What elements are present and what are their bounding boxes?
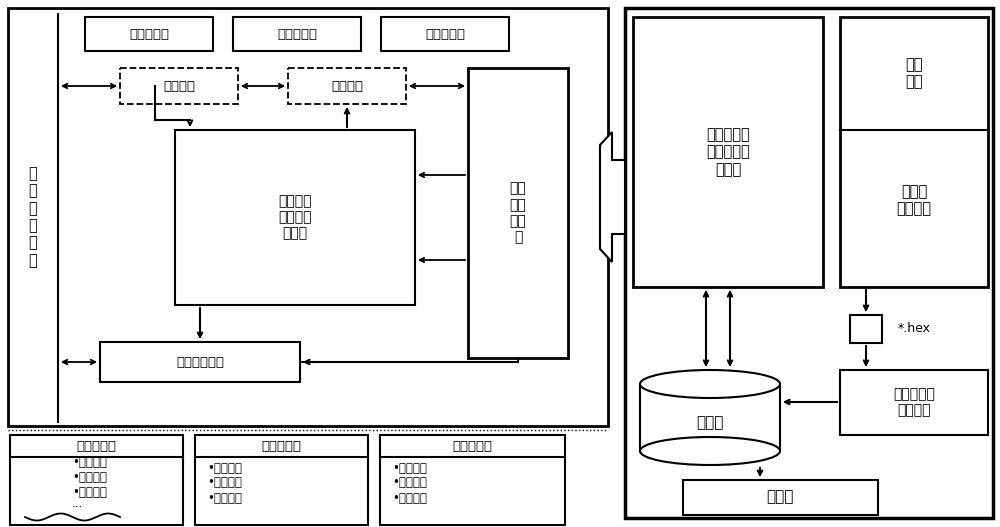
- Bar: [175, 130, 415, 305]
- Text: 单片机
编程工具: 单片机 编程工具: [896, 184, 932, 216]
- Text: 矩阵变换: 矩阵变换: [163, 80, 195, 93]
- Ellipse shape: [640, 370, 780, 398]
- Bar: [381, 17, 509, 51]
- Bar: [850, 315, 882, 343]
- Bar: [380, 435, 565, 525]
- Bar: [8, 8, 608, 426]
- Bar: [195, 435, 368, 525]
- Text: 用
户
信
息
管
理: 用 户 信 息 管 理: [29, 166, 37, 268]
- Bar: [120, 68, 238, 104]
- Text: 实验成绩表: 实验成绩表: [452, 440, 492, 453]
- Text: 用户信息表: 用户信息表: [76, 440, 116, 453]
- Bar: [100, 342, 300, 382]
- Bar: [288, 68, 406, 104]
- Text: •用户编号
•用户姓名
•用户班级
···: •用户编号 •用户姓名 •用户班级 ···: [72, 456, 107, 514]
- Bar: [233, 17, 361, 51]
- Text: 串行口: 串行口: [766, 490, 794, 504]
- Text: 植入
程序: 植入 程序: [905, 57, 923, 89]
- Bar: [840, 370, 988, 435]
- Ellipse shape: [640, 437, 780, 465]
- Text: •电路编号
•用户编号
•连线状态: •电路编号 •用户编号 •连线状态: [207, 462, 242, 504]
- Text: *.hex: *.hex: [898, 323, 931, 336]
- Bar: [840, 17, 988, 287]
- Text: 数据库: 数据库: [696, 415, 724, 430]
- Bar: [683, 480, 878, 515]
- Text: 菜单栏组件: 菜单栏组件: [129, 27, 169, 41]
- Text: 连线矩阵: 连线矩阵: [331, 80, 363, 93]
- Bar: [468, 68, 568, 358]
- Text: 状态栏组件: 状态栏组件: [425, 27, 465, 41]
- Bar: [633, 17, 823, 287]
- Text: •实验编号
•用户编号
•实验成绩: •实验编号 •用户编号 •实验成绩: [392, 462, 427, 504]
- Polygon shape: [600, 132, 625, 262]
- Text: 自动评价模块: 自动评价模块: [176, 356, 224, 368]
- Bar: [10, 435, 183, 525]
- Text: 单片机程序
下载工具: 单片机程序 下载工具: [893, 387, 935, 417]
- Bar: [640, 384, 780, 451]
- Text: 电路连线表: 电路连线表: [261, 440, 301, 453]
- Bar: [625, 8, 993, 518]
- Text: 实验在线模
拟及自动评
价软件: 实验在线模 拟及自动评 价软件: [706, 127, 750, 177]
- Text: 下载
及通
信模
块: 下载 及通 信模 块: [510, 182, 526, 245]
- Text: 电路连线
及在线模
拟窗口: 电路连线 及在线模 拟窗口: [278, 194, 312, 240]
- Text: 工具栏组件: 工具栏组件: [277, 27, 317, 41]
- Bar: [85, 17, 213, 51]
